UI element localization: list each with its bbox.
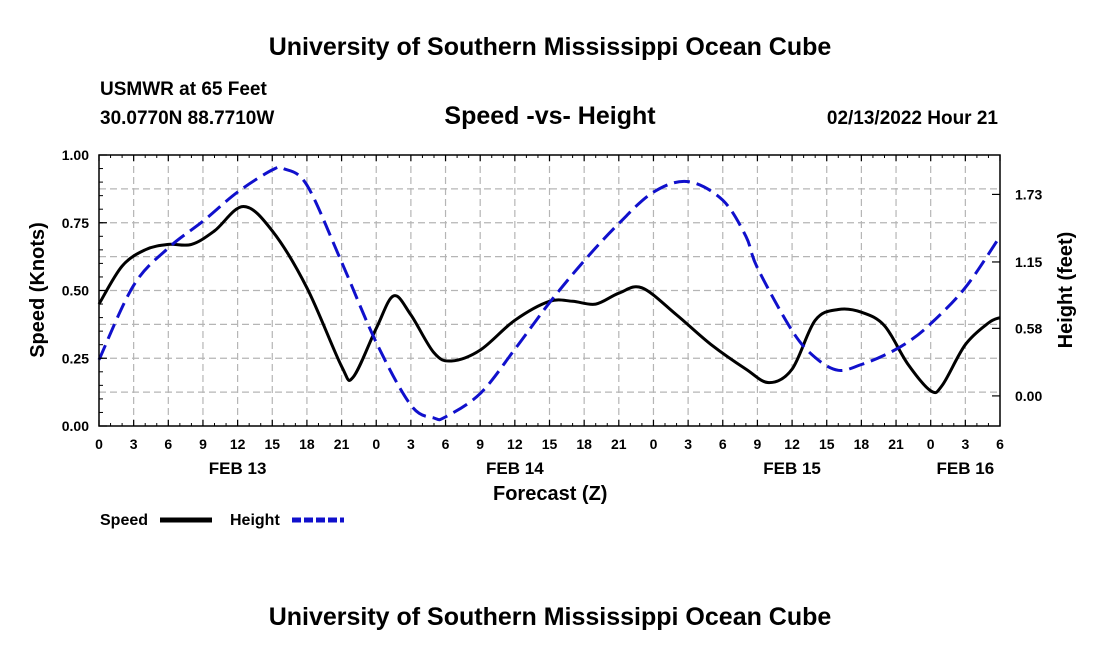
x-tick-label: 3	[961, 436, 969, 452]
series-group	[97, 165, 1002, 422]
y2-tick-label: 1.73	[1015, 186, 1042, 202]
y-tick-label: 0.75	[62, 215, 89, 231]
date-label: FEB 15	[763, 459, 821, 478]
x-tick-label: 6	[996, 436, 1004, 452]
x-tick-label: 3	[684, 436, 692, 452]
date-label: FEB 14	[486, 459, 544, 478]
x-tick-label: 15	[542, 436, 558, 452]
series-line-height	[97, 165, 1002, 422]
x-tick-label: 6	[442, 436, 450, 452]
date-label: 02/13/2022 Hour 21	[827, 108, 999, 129]
y-tick-label: 0.25	[62, 350, 89, 366]
y2-tick-label: 1.15	[1015, 254, 1042, 270]
legend: Speed Height	[100, 512, 344, 529]
x-tick-label: 15	[819, 436, 835, 452]
x-tick-label: 3	[407, 436, 415, 452]
station-label: USMWR at 65 Feet	[100, 79, 267, 100]
x-tick-label: 0	[372, 436, 380, 452]
y2-tick-label: 0.58	[1015, 320, 1042, 336]
x-tick-label: 21	[334, 436, 350, 452]
x-tick-label: 12	[784, 436, 800, 452]
page-title: University of Southern Mississippi Ocean…	[269, 33, 832, 61]
x-tick-label: 6	[164, 436, 172, 452]
x-tick-label: 3	[130, 436, 138, 452]
y-tick-label: 1.00	[62, 147, 89, 163]
axis-ticks: 0 3 6 9 12 15 18 21 0 3 6 9 12 15 18 21 0 3 6 9 12 15 18 21 0 3 6 0…	[62, 147, 1043, 478]
x-tick-label: 15	[264, 436, 280, 452]
y-tick-label: 0.00	[62, 418, 89, 434]
x-tick-label: 18	[576, 436, 592, 452]
chart-title: Speed -vs- Height	[444, 102, 656, 130]
y-axis-label: Speed (Knots)	[27, 222, 49, 358]
date-label: FEB 16	[937, 459, 995, 478]
legend-speed-label: Speed	[100, 512, 148, 529]
x-tick-label: 21	[611, 436, 627, 452]
coordinates-label: 30.0770N 88.7710W	[100, 108, 274, 129]
y2-tick-label: 0.00	[1015, 388, 1042, 404]
x-tick-label: 9	[476, 436, 484, 452]
x-tick-label: 0	[650, 436, 658, 452]
date-label: FEB 13	[209, 459, 267, 478]
y-tick-label: 0.50	[62, 283, 89, 299]
grid-lines	[99, 155, 1000, 426]
x-tick-label: 18	[854, 436, 870, 452]
x-tick-label: 9	[199, 436, 207, 452]
x-tick-label: 0	[95, 436, 103, 452]
legend-height-label: Height	[230, 512, 280, 529]
x-tick-label: 6	[719, 436, 727, 452]
y2-axis-label: Height (feet)	[1055, 232, 1077, 349]
x-tick-label: 12	[230, 436, 246, 452]
x-tick-label: 9	[754, 436, 762, 452]
x-tick-label: 21	[888, 436, 904, 452]
footer-title: University of Southern Mississippi Ocean…	[269, 603, 832, 631]
x-tick-label: 0	[927, 436, 935, 452]
series-line-speed	[97, 205, 1001, 395]
x-tick-label: 12	[507, 436, 523, 452]
x-tick-label: 18	[299, 436, 315, 452]
x-axis-label: Forecast (Z)	[493, 483, 607, 505]
